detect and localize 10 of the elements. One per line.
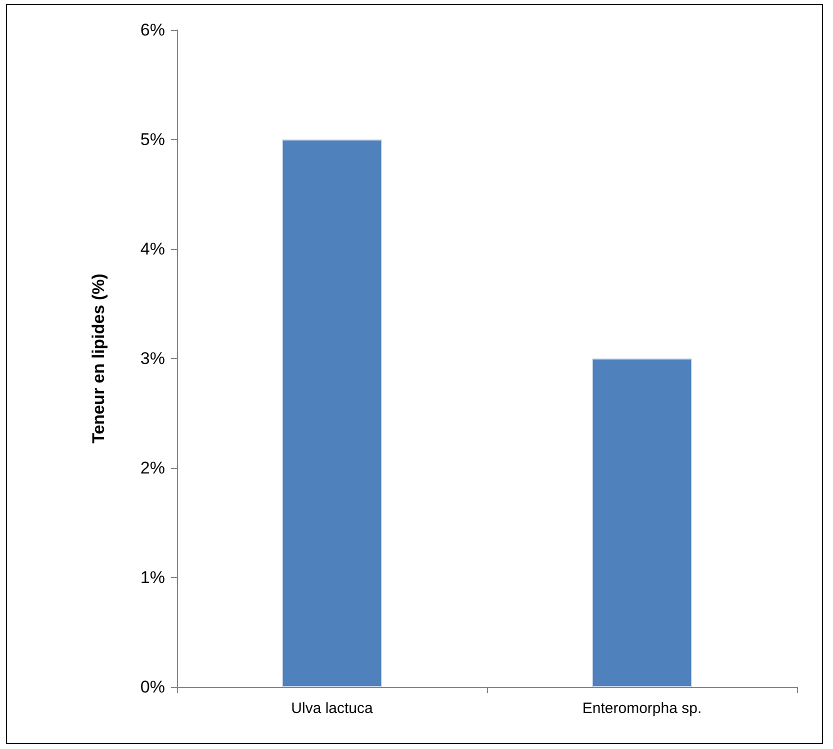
x-tick-label: Enteromorpha sp. <box>582 700 702 717</box>
y-tick-label: 2% <box>140 458 165 478</box>
y-tick-label: 3% <box>140 349 165 368</box>
y-tick-label: 0% <box>140 678 165 696</box>
y-tick-label: 4% <box>140 240 165 258</box>
y-tick-label: 1% <box>140 568 165 587</box>
y-tick-label: 6% <box>140 20 165 40</box>
y-axis-title: Teneur en lipides (%) <box>89 274 108 444</box>
y-tick-label: 5% <box>140 130 165 149</box>
x-tick-label: Ulva lactuca <box>291 700 374 717</box>
